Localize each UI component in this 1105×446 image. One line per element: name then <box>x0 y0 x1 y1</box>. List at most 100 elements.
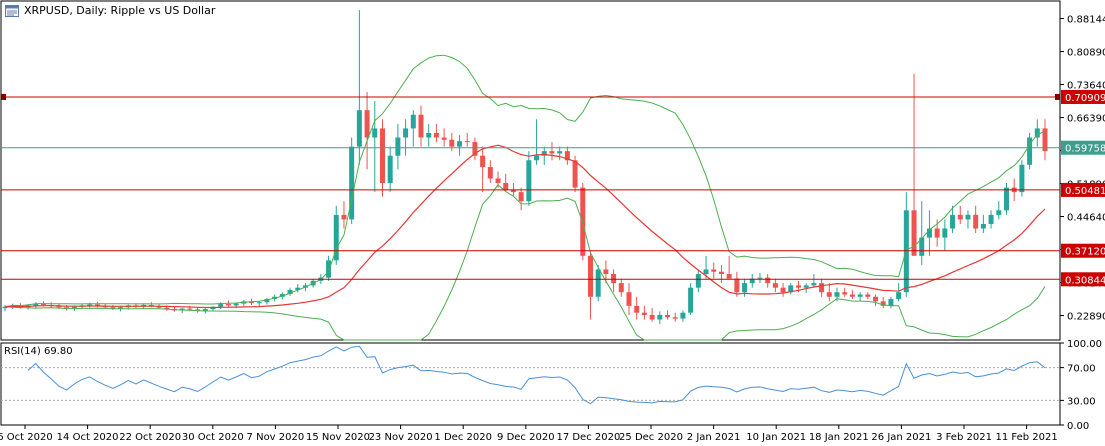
candle-body <box>549 151 555 154</box>
candle-body <box>826 292 832 297</box>
candle-body <box>480 155 486 168</box>
candle-body <box>495 178 501 184</box>
candle-body <box>973 214 979 229</box>
candle-body <box>372 128 378 138</box>
candle-body <box>934 228 940 238</box>
candle-body <box>541 151 547 156</box>
level-price-label: 0.50481 <box>1065 186 1105 197</box>
candle-body <box>341 214 347 220</box>
moving-average-line <box>4 144 1046 309</box>
candle-body <box>572 160 578 188</box>
x-tick-label: 22 Oct 2020 <box>119 432 181 443</box>
x-tick-label: 7 Nov 2020 <box>247 432 305 443</box>
candle-body <box>1027 137 1033 165</box>
x-tick-label: 6 Oct 2020 <box>0 432 53 443</box>
candle-body <box>364 110 370 138</box>
x-tick-label: 30 Oct 2020 <box>182 432 244 443</box>
level-price-label: 0.59758 <box>1065 144 1105 155</box>
candle-body <box>587 255 593 297</box>
level-price-label: 0.70909 <box>1065 93 1105 104</box>
rsi-tick-label: 0.00 <box>1067 421 1089 432</box>
chart-title: XRPUSD, Daily: Ripple vs US Dollar <box>5 4 215 17</box>
candle-body <box>225 304 231 306</box>
chart-window-icon <box>5 4 19 17</box>
candle-body <box>487 167 493 179</box>
rsi-label: RSI(14) 69.80 <box>4 346 73 357</box>
candle-body <box>950 214 956 229</box>
level-price-tag <box>1061 182 1105 197</box>
candle-body <box>919 237 925 256</box>
candle-body <box>980 223 986 229</box>
rsi-tick-label: 70.00 <box>1067 364 1096 375</box>
candle-body <box>926 228 932 238</box>
candle-body <box>749 278 755 284</box>
bollinger-upper-line <box>4 54 1046 308</box>
candle-body <box>649 314 655 320</box>
x-tick-label: 15 Nov 2020 <box>306 432 370 443</box>
x-tick-label: 26 Jan 2021 <box>871 432 931 443</box>
y-tick-label: 0.73640 <box>1067 81 1105 92</box>
candle-body <box>41 304 47 306</box>
candle-body <box>557 151 563 154</box>
candle-body <box>264 299 270 303</box>
candle-body <box>94 304 100 306</box>
candle-body <box>449 139 455 147</box>
candle-body <box>87 304 93 306</box>
candle-body <box>657 314 663 320</box>
candle-body <box>695 274 701 288</box>
x-tick-label: 18 Jan 2021 <box>809 432 869 443</box>
candle-body <box>1019 164 1025 193</box>
candle-body <box>441 137 447 140</box>
candle-body <box>2 306 8 309</box>
candle-body <box>734 278 740 293</box>
candle-body <box>742 283 748 293</box>
x-tick-label: 1 Dec 2020 <box>434 432 492 443</box>
candle-body <box>433 132 439 138</box>
candle-body <box>765 277 771 284</box>
candle-body <box>464 141 470 143</box>
candle-body <box>688 287 694 313</box>
candle-body <box>356 110 362 147</box>
candle-body <box>1003 187 1009 211</box>
candle-body <box>403 128 409 138</box>
candle-body <box>911 210 917 256</box>
candle-body <box>118 307 124 309</box>
candle-body <box>564 151 570 161</box>
candle-body <box>233 303 239 306</box>
candle-body <box>988 214 994 224</box>
level-price-tag <box>1061 140 1105 155</box>
candle-body <box>726 274 732 279</box>
candle-body <box>611 274 617 284</box>
candle-body <box>896 292 902 300</box>
rsi-tick-label: 30.00 <box>1067 396 1096 407</box>
candle-body <box>703 269 709 275</box>
rsi-line <box>27 345 1046 405</box>
candle-body <box>326 260 332 278</box>
candle-body <box>641 312 647 315</box>
candle-body <box>156 306 162 308</box>
candle-body <box>957 214 963 220</box>
candle-body <box>865 294 871 297</box>
x-tick-label: 2 Jan 2021 <box>687 432 741 443</box>
candle-body <box>472 142 478 156</box>
candle-body <box>279 294 285 297</box>
level-anchor <box>1055 93 1060 100</box>
candle-body <box>457 141 463 147</box>
candle-body <box>256 302 262 304</box>
candle-body <box>811 283 817 286</box>
candle-body <box>849 294 855 297</box>
y-tick-label: 0.22890 <box>1067 311 1105 322</box>
candle-body <box>518 192 524 202</box>
candle-body <box>873 296 879 302</box>
y-tick-label: 0.88144 <box>1067 15 1105 26</box>
x-tick-label: 10 Jan 2021 <box>746 432 806 443</box>
level-price-label: 0.37120 <box>1065 247 1105 258</box>
x-tick-label: 17 Dec 2020 <box>556 432 620 443</box>
candle-body <box>349 146 355 220</box>
candle-body <box>672 317 678 319</box>
candle-body <box>534 155 540 161</box>
candle-body <box>772 283 778 288</box>
candle-body <box>626 292 632 306</box>
candle-body <box>33 304 39 306</box>
